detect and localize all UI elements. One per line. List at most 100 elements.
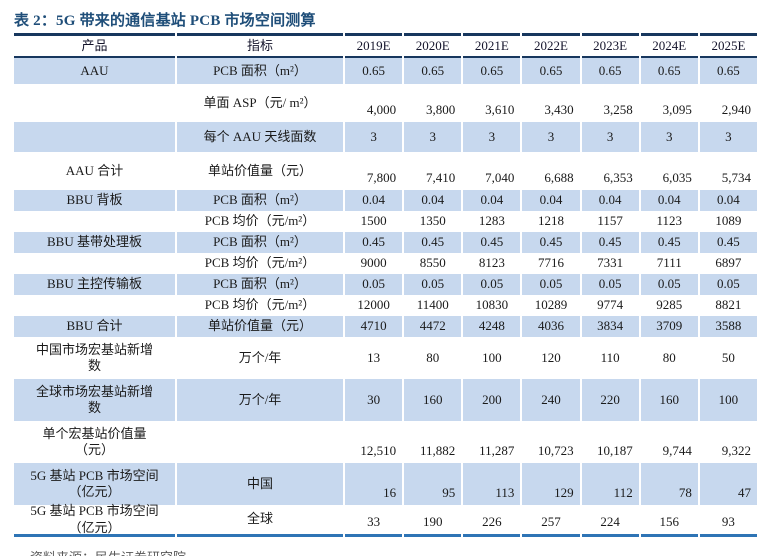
product-cell: AAU [14,58,175,84]
value-cell: 7716 [537,255,564,271]
value-cell: 47 [699,463,757,505]
indicator-cell: PCB 面积（m²） [177,232,343,253]
value-cell: 112 [581,463,639,505]
value-cell: 0.05 [345,274,403,295]
indicator-cell: PCB 均价（元/m²） [204,213,316,229]
value-cell: 7111 [656,255,682,271]
value-cell: 0.04 [640,190,698,211]
indicator-cell: PCB 面积（m²） [177,274,343,295]
value-cell: 9000 [360,255,387,271]
table-row: AAU 合计 单站价值量（元） 7,800 7,410 7,040 6,688 6,353 6… [14,152,757,190]
value-cell: 9,744 [662,442,692,458]
value-cell: 100 [482,349,502,365]
value-cell: 156 [640,505,698,537]
table-title: 表 2：5G 带来的通信基站 PCB 市场空间测算 [14,13,316,29]
table-row: 每个 AAU 天线面数 3 3 3 3 3 3 3 [14,122,757,152]
value-cell: 226 [463,505,521,537]
value-cell: 6,035 [662,169,692,185]
value-cell: 0.65 [463,58,521,84]
value-cell: 3 [581,122,639,152]
value-cell: 80 [662,349,676,365]
value-cell: 10,187 [596,442,633,458]
product-cell: BBU 合计 [14,316,175,337]
table-row: BBU 主控传输板 PCB 面积（m²） 0.05 0.05 0.05 0.05 0.05 0… [14,274,757,295]
indicator-cell: PCB 均价（元/m²） [204,255,316,271]
product-cell [14,211,175,232]
value-cell: 93 [699,505,757,537]
value-cell: 3 [522,122,580,152]
value-cell: 11,287 [479,442,515,458]
value-cell: 3 [463,122,521,152]
value-cell: 12000 [357,297,390,313]
table-header-row: 产品 指标 2019E 2020E 2021E 2022E 2023E 2024… [14,33,757,58]
value-cell: 10830 [475,297,509,313]
value-cell: 95 [404,463,462,505]
value-cell: 224 [581,505,639,537]
value-cell: 6,353 [603,169,633,185]
value-cell: 3,258 [603,101,633,117]
value-cell: 0.05 [404,274,462,295]
table-row: 5G 基站 PCB 市场空间 （亿元） 全球 33 190 226 257 224 156 93 [14,503,757,537]
value-cell: 1283 [478,213,505,229]
value-cell: 5,734 [721,169,751,185]
column-header-year: 2023E [581,33,639,58]
value-cell: 10289 [534,297,568,313]
value-cell: 4036 [522,316,580,337]
product-cell: 全球市场宏基站新增 数 [14,379,175,421]
value-cell: 220 [581,379,639,421]
value-cell: 160 [640,379,698,421]
value-cell: 6897 [715,255,742,271]
table-row: 5G 基站 PCB 市场空间 （亿元） 中国 16 95 113 129 112 78 47 [14,463,757,505]
value-cell: 0.05 [463,274,521,295]
indicator-cell: 全球 [177,505,343,537]
value-cell: 0.65 [522,58,580,84]
value-cell: 50 [721,349,735,365]
table-row: 全球市场宏基站新增 数万个/年 30 160 200 240 220 160 100 [14,379,757,421]
indicator-cell: 万个/年 [177,379,343,421]
indicator-cell [177,421,343,463]
product-cell [14,253,175,274]
table-row: 单面 ASP（元/ m²） 4,000 3,800 3,610 3,430 3,258 3,… [14,84,757,122]
table-row: PCB 均价（元/m²） 9000 8550 8123 7716 7331 7111 6897 [14,253,757,274]
product-cell: BBU 主控传输板 [14,274,175,295]
indicator-cell: PCB 均价（元/m²） [204,297,316,313]
column-header-year: 2022E [522,33,580,58]
value-cell: 3,430 [544,101,574,117]
value-cell: 3,095 [662,101,692,117]
value-cell: 4,000 [366,101,397,117]
value-cell: 3834 [581,316,639,337]
value-cell: 0.65 [581,58,639,84]
value-cell: 3709 [640,316,698,337]
value-cell: 9774 [597,297,624,313]
column-header-year: 2019E [345,33,403,58]
value-cell: 3588 [699,316,757,337]
value-cell: 3 [404,122,462,152]
column-header-year: 2025E [699,33,757,58]
value-cell: 120 [541,349,561,365]
value-cell: 13 [367,349,381,365]
column-header-year: 2024E [640,33,698,58]
value-cell: 240 [522,379,580,421]
value-cell: 4710 [345,316,403,337]
value-cell: 6,688 [544,169,574,185]
value-cell: 113 [463,463,521,505]
indicator-cell: PCB 面积（m²） [177,58,343,84]
value-cell: 7,040 [485,169,515,185]
value-cell: 9,322 [721,442,751,458]
product-cell: 5G 基站 PCB 市场空间 （亿元） [14,503,175,537]
value-cell: 160 [404,379,462,421]
value-cell: 30 [345,379,403,421]
value-cell: 0.04 [699,190,757,211]
value-cell: 0.65 [404,58,462,84]
value-cell: 80 [426,349,440,365]
value-cell: 0.04 [581,190,639,211]
value-cell: 1350 [419,213,446,229]
value-cell: 10,723 [537,442,574,458]
product-cell [14,84,175,122]
table-row: PCB 均价（元/m²） 1500 1350 1283 1218 1157 1123 1089 [14,211,757,232]
value-cell: 0.05 [581,274,639,295]
indicator-cell: 单站价值量（元） [207,162,312,178]
value-cell: 7331 [597,255,624,271]
value-cell: 0.04 [404,190,462,211]
